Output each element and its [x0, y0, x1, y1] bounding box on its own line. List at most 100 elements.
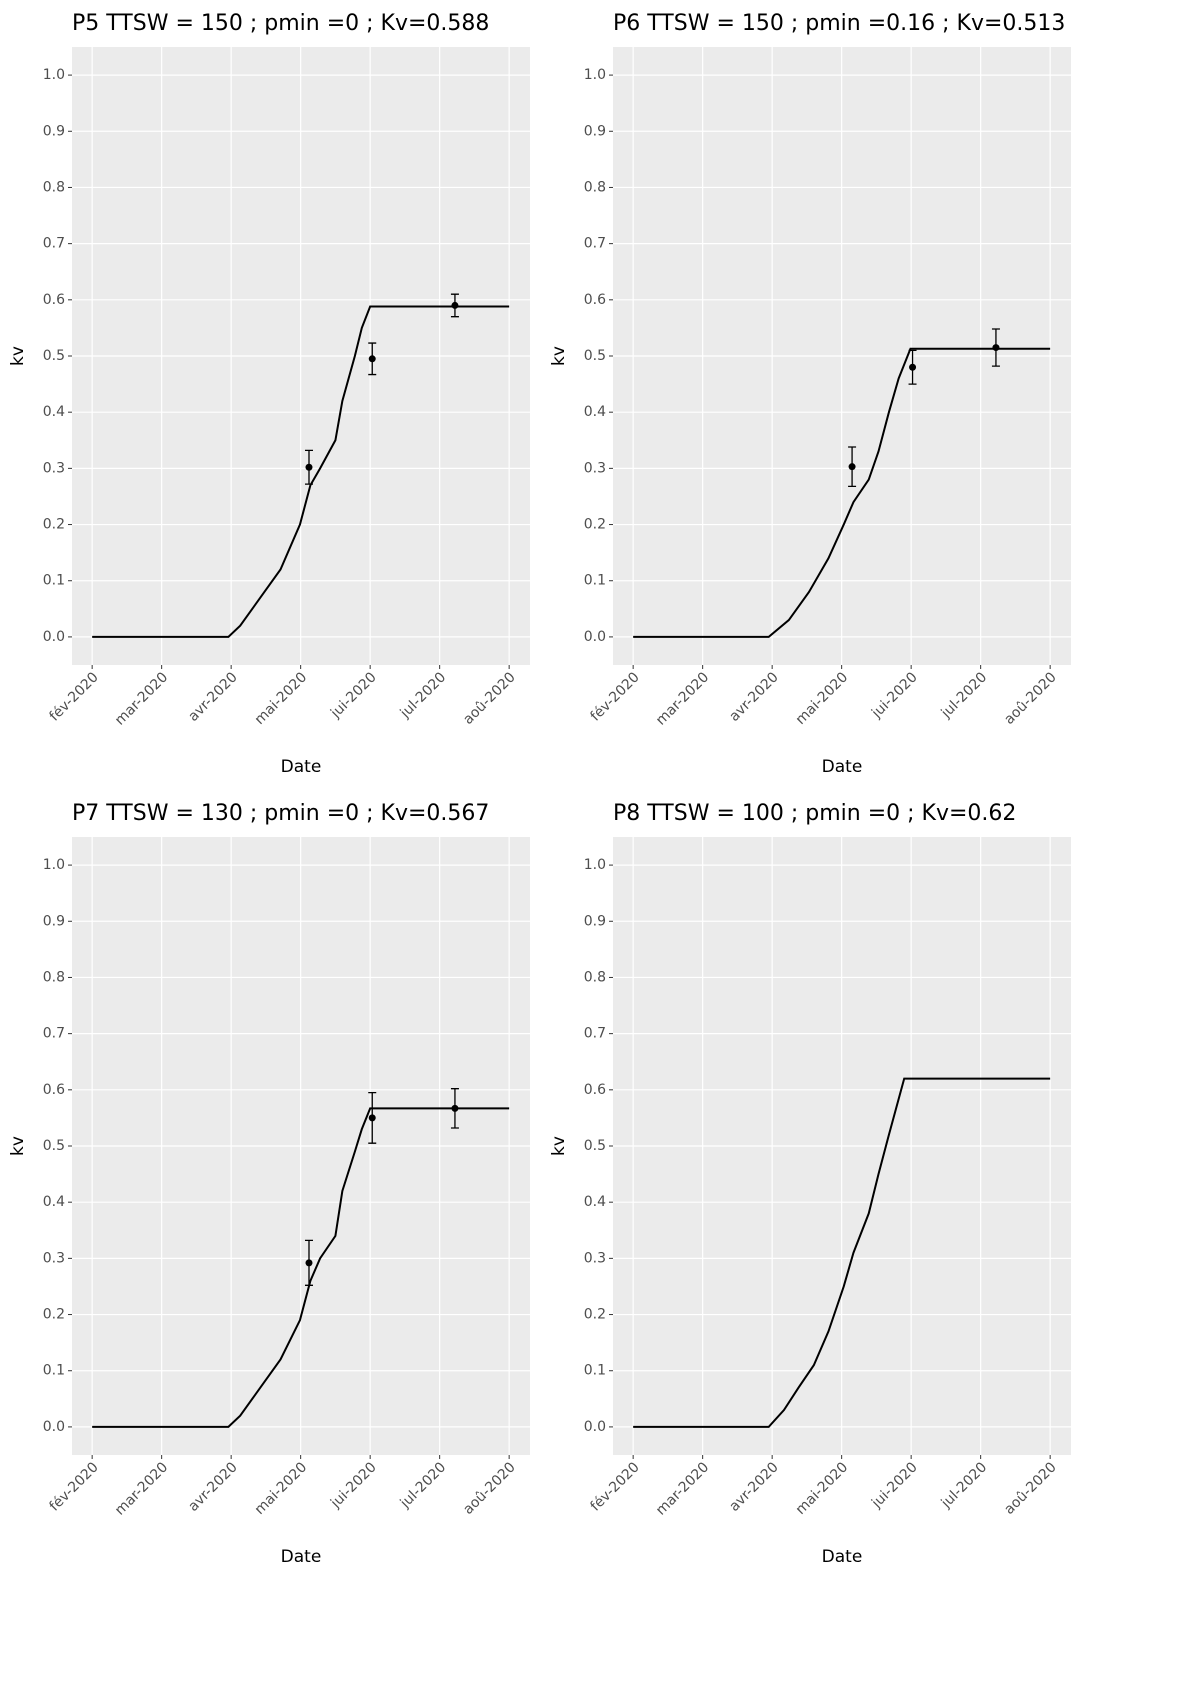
x-tick-label: fév-2020 [47, 1459, 102, 1514]
observed-point [909, 363, 917, 371]
observed-point [305, 463, 313, 471]
x-tick-label: mai-2020 [793, 669, 852, 728]
y-tick-label: 0.8 [584, 179, 606, 195]
model-line [92, 1107, 510, 1428]
panel-title: P5 TTSW = 150 ; pmin =0 ; Kv=0.588 [72, 11, 489, 36]
x-axis-title: Date [281, 1547, 322, 1567]
x-tick-label: avr-2020 [726, 1459, 781, 1514]
model-line [92, 305, 510, 638]
x-tick-label: mai-2020 [793, 1459, 852, 1518]
observed-point [451, 301, 459, 309]
x-tick-label: mai-2020 [252, 669, 311, 728]
x-tick-label: jul-2020 [397, 669, 450, 722]
panel: P8 TTSW = 100 ; pmin =0 ; Kv=0.62 0.0 0.1 0… [549, 801, 1071, 1567]
y-tick-label: 0.0 [43, 629, 65, 645]
y-axis-title: kv [8, 346, 28, 366]
y-tick-label: 0.2 [584, 1307, 606, 1323]
panel: P7 TTSW = 130 ; pmin =0 ; Kv=0.567 0.0 0.1… [8, 801, 530, 1567]
y-tick-label: 0.1 [43, 573, 65, 589]
x-tick-label: mar-2020 [112, 669, 171, 728]
y-tick-label: 0.3 [43, 460, 65, 476]
y-tick-label: 0.7 [43, 1026, 65, 1042]
panel: P6 TTSW = 150 ; pmin =0.16 ; Kv=0.513 0.0… [549, 11, 1071, 777]
y-tick-label: 0.0 [43, 1419, 65, 1435]
y-tick-label: 0.7 [43, 236, 65, 252]
y-tick-label: 0.8 [43, 969, 65, 985]
x-tick-label: mar-2020 [653, 669, 712, 728]
y-tick-label: 0.2 [43, 1307, 65, 1323]
y-tick-label: 0.7 [584, 1026, 606, 1042]
observed-point [368, 1114, 376, 1122]
x-tick-label: mar-2020 [653, 1459, 712, 1518]
panel: P5 TTSW = 150 ; pmin =0 ; Kv=0.588 0.0 0.1… [8, 11, 530, 777]
x-tick-label: jui-2020 [868, 669, 921, 722]
x-tick-label: mar-2020 [112, 1459, 171, 1518]
panel-title: P8 TTSW = 100 ; pmin =0 ; Kv=0.62 [613, 801, 1016, 826]
y-tick-label: 0.4 [584, 404, 606, 420]
observed-point [368, 355, 376, 363]
model-line [633, 1077, 1051, 1428]
y-tick-label: 1.0 [584, 857, 606, 873]
panel-title: P6 TTSW = 150 ; pmin =0.16 ; Kv=0.513 [613, 11, 1065, 36]
y-tick-label: 0.5 [584, 1138, 606, 1154]
x-axis-title: Date [822, 757, 863, 777]
observed-point [848, 463, 856, 471]
y-tick-label: 0.6 [584, 1082, 606, 1098]
x-tick-label: jul-2020 [397, 1459, 450, 1512]
y-tick-label: 0.5 [43, 348, 65, 364]
y-tick-label: 0.4 [584, 1194, 606, 1210]
y-tick-label: 0.4 [43, 404, 65, 420]
y-tick-label: 1.0 [43, 67, 65, 83]
y-tick-label: 0.5 [584, 348, 606, 364]
y-tick-label: 0.9 [584, 123, 606, 139]
x-tick-label: jui-2020 [327, 669, 380, 722]
y-tick-label: 0.6 [43, 292, 65, 308]
y-axis-title: kv [549, 346, 569, 366]
x-tick-label: aoû-2020 [460, 1459, 518, 1517]
x-tick-label: fév-2020 [588, 1459, 643, 1514]
x-tick-label: mai-2020 [252, 1459, 311, 1518]
y-tick-label: 0.9 [43, 913, 65, 929]
y-tick-label: 0.3 [584, 1250, 606, 1266]
y-tick-label: 0.0 [584, 1419, 606, 1435]
x-tick-label: avr-2020 [185, 669, 240, 724]
y-tick-label: 0.3 [584, 460, 606, 476]
x-tick-label: aoû-2020 [1001, 1459, 1059, 1517]
x-axis-title: Date [281, 757, 322, 777]
x-tick-label: aoû-2020 [460, 669, 518, 727]
y-tick-label: 0.2 [43, 517, 65, 533]
x-tick-label: jui-2020 [327, 1459, 380, 1512]
y-tick-label: 0.9 [584, 913, 606, 929]
x-axis-title: Date [822, 1547, 863, 1567]
y-axis-title: kv [8, 1136, 28, 1156]
y-tick-label: 0.3 [43, 1250, 65, 1266]
y-axis-title: kv [549, 1136, 569, 1156]
x-tick-label: jul-2020 [938, 669, 991, 722]
y-tick-label: 0.9 [43, 123, 65, 139]
observed-point [451, 1104, 459, 1112]
y-tick-label: 0.8 [43, 179, 65, 195]
y-tick-label: 0.7 [584, 236, 606, 252]
y-tick-label: 0.2 [584, 517, 606, 533]
panel-title: P7 TTSW = 130 ; pmin =0 ; Kv=0.567 [72, 801, 489, 826]
observed-point [992, 344, 1000, 352]
y-tick-label: 0.0 [584, 629, 606, 645]
x-tick-label: jui-2020 [868, 1459, 921, 1512]
y-tick-label: 0.6 [43, 1082, 65, 1098]
observed-point [305, 1259, 313, 1267]
x-tick-label: fév-2020 [47, 669, 102, 724]
x-tick-label: aoû-2020 [1001, 669, 1059, 727]
y-tick-label: 0.5 [43, 1138, 65, 1154]
model-line [633, 347, 1051, 638]
x-tick-label: jul-2020 [938, 1459, 991, 1512]
y-tick-label: 0.4 [43, 1194, 65, 1210]
y-tick-label: 0.1 [584, 573, 606, 589]
y-tick-label: 1.0 [43, 857, 65, 873]
y-tick-label: 0.8 [584, 969, 606, 985]
y-tick-label: 0.1 [43, 1363, 65, 1379]
y-tick-label: 1.0 [584, 67, 606, 83]
y-tick-label: 0.1 [584, 1363, 606, 1379]
y-tick-label: 0.6 [584, 292, 606, 308]
x-tick-label: avr-2020 [185, 1459, 240, 1514]
